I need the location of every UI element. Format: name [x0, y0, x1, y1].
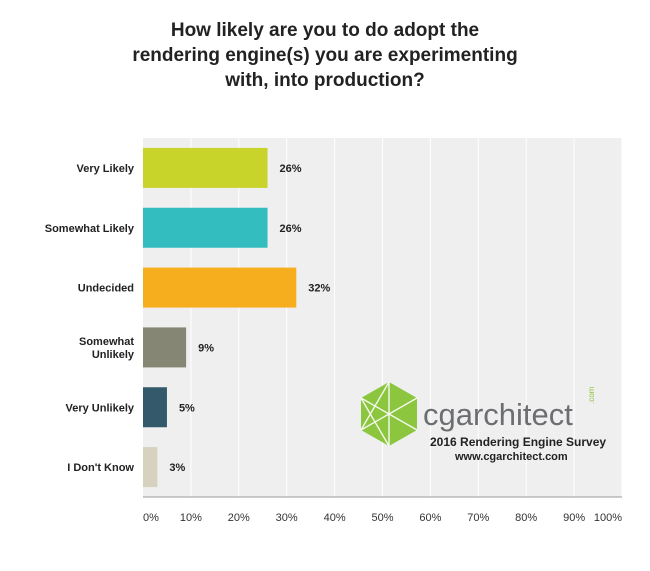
bar — [143, 447, 158, 488]
x-tick-label: 90% — [563, 512, 585, 524]
bar-value-label: 26% — [280, 163, 302, 175]
bars — [143, 147, 297, 488]
x-tick-label: 80% — [515, 512, 537, 524]
watermark-brand-suffix: .com — [587, 386, 596, 404]
bar-value-label: 32% — [308, 283, 330, 295]
bar — [143, 327, 187, 368]
x-tick-label: 0% — [143, 512, 159, 524]
category-label: Somewhat — [79, 336, 134, 348]
chart-title: How likely are you to do adopt the rende… — [0, 18, 650, 93]
category-label: Somewhat Likely — [45, 223, 135, 235]
watermark-line-2: www.cgarchitect.com — [454, 451, 568, 463]
category-labels: Very Likely Somewhat Likely Undecided Somew… — [45, 163, 135, 474]
chart-title-line-3: with, into production? — [225, 70, 425, 91]
cgarchitect-logo-icon — [360, 381, 418, 447]
category-label: I Don't Know — [67, 462, 134, 474]
bar-value-label: 5% — [179, 402, 195, 414]
category-label: Unlikely — [92, 349, 135, 361]
x-tick-label: 30% — [276, 512, 298, 524]
bar — [143, 267, 297, 308]
x-tick-label: 20% — [228, 512, 250, 524]
bar-value-label: 9% — [198, 342, 214, 354]
bar — [143, 147, 268, 188]
cgarchitect-watermark: cgarchitect .com 2016 Rendering Engine S… — [360, 381, 606, 463]
x-tick-label: 60% — [419, 512, 441, 524]
category-label: Undecided — [78, 283, 134, 295]
x-tick-label: 10% — [180, 512, 202, 524]
x-axis-tick-labels: 0% 10% 20% 30% 40% 50% 60% 70% 80% 90% 100% — [143, 512, 622, 524]
watermark-line-1: 2016 Rendering Engine Survey — [430, 435, 606, 449]
x-tick-label: 50% — [371, 512, 393, 524]
chart-title-line-1: How likely are you to do adopt the — [170, 20, 480, 41]
bar-value-label: 3% — [169, 462, 185, 474]
bar — [143, 207, 268, 248]
x-tick-label: 40% — [324, 512, 346, 524]
category-label: Very Unlikely — [66, 402, 135, 414]
bar — [143, 387, 167, 428]
x-tick-label: 100% — [594, 512, 622, 524]
x-tick-label: 70% — [467, 512, 489, 524]
category-label: Very Likely — [77, 163, 135, 175]
watermark-brand: cgarchitect — [423, 397, 573, 432]
chart-title-line-2: rendering engine(s) you are experimentin… — [132, 45, 518, 66]
value-labels: 26% 26% 32% 9% 5% 3% — [169, 163, 330, 474]
bar-value-label: 26% — [280, 223, 302, 235]
